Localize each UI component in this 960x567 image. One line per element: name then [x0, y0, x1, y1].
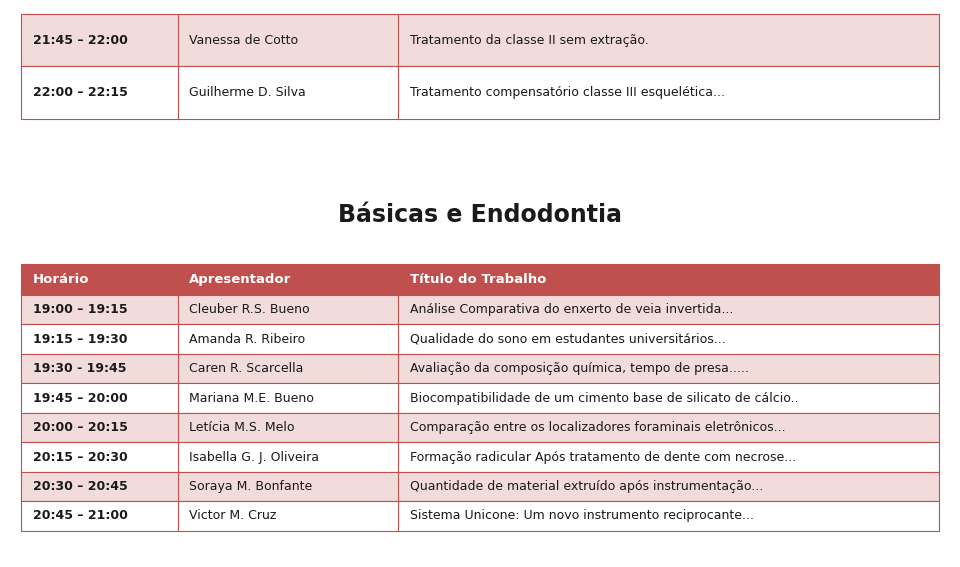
Text: Formação radicular Após tratamento de dente com necrose...: Formação radicular Após tratamento de de… [410, 451, 796, 463]
Bar [21, 354, 939, 383]
Text: 20:15 – 20:30: 20:15 – 20:30 [33, 451, 128, 463]
Bar [21, 383, 939, 413]
Text: Soraya M. Bonfante: Soraya M. Bonfante [189, 480, 312, 493]
Text: Título do Trabalho: Título do Trabalho [410, 273, 546, 286]
Text: Comparação entre os localizadores foraminais eletrônicos...: Comparação entre os localizadores forami… [410, 421, 785, 434]
Text: Tratamento da classe II sem extração.: Tratamento da classe II sem extração. [410, 34, 649, 46]
Text: Mariana M.E. Bueno: Mariana M.E. Bueno [189, 392, 314, 404]
Bar [21, 14, 939, 66]
Text: Apresentador: Apresentador [189, 273, 292, 286]
Text: 20:45 – 21:00: 20:45 – 21:00 [33, 510, 128, 522]
Text: Letícia M.S. Melo: Letícia M.S. Melo [189, 421, 295, 434]
Text: 19:30 - 19:45: 19:30 - 19:45 [33, 362, 126, 375]
Bar [21, 442, 939, 472]
Bar [21, 324, 939, 354]
Text: Horário: Horário [33, 273, 89, 286]
Text: Caren R. Scarcella: Caren R. Scarcella [189, 362, 303, 375]
Bar [21, 66, 939, 119]
Text: Amanda R. Ribeiro: Amanda R. Ribeiro [189, 333, 305, 345]
Text: Qualidade do sono em estudantes universitários...: Qualidade do sono em estudantes universi… [410, 333, 726, 345]
Text: Guilherme D. Silva: Guilherme D. Silva [189, 86, 306, 99]
Text: 21:45 – 22:00: 21:45 – 22:00 [33, 34, 128, 46]
Text: Biocompatibilidade de um cimento base de silicato de cálcio..: Biocompatibilidade de um cimento base de… [410, 392, 799, 404]
Text: 22:00 – 22:15: 22:00 – 22:15 [33, 86, 128, 99]
Text: Quantidade de material extruído após instrumentação...: Quantidade de material extruído após ins… [410, 480, 763, 493]
Text: 19:15 – 19:30: 19:15 – 19:30 [33, 333, 127, 345]
Text: Cleuber R.S. Bueno: Cleuber R.S. Bueno [189, 303, 310, 316]
Bar [21, 413, 939, 442]
Text: Vanessa de Cotto: Vanessa de Cotto [189, 34, 299, 46]
Bar [21, 295, 939, 324]
Bar [21, 501, 939, 531]
Text: Tratamento compensatório classe III esquelética...: Tratamento compensatório classe III esqu… [410, 86, 725, 99]
Text: 19:45 – 20:00: 19:45 – 20:00 [33, 392, 128, 404]
Text: 20:00 – 20:15: 20:00 – 20:15 [33, 421, 128, 434]
Text: Sistema Unicone: Um novo instrumento reciprocante...: Sistema Unicone: Um novo instrumento rec… [410, 510, 754, 522]
Text: Análise Comparativa do enxerto de veia invertida...: Análise Comparativa do enxerto de veia i… [410, 303, 733, 316]
Bar [21, 472, 939, 501]
Text: Avaliação da composição química, tempo de presa.....: Avaliação da composição química, tempo d… [410, 362, 749, 375]
Text: 20:30 – 20:45: 20:30 – 20:45 [33, 480, 128, 493]
Text: Victor M. Cruz: Victor M. Cruz [189, 510, 276, 522]
Text: Básicas e Endodontia: Básicas e Endodontia [338, 204, 622, 227]
Bar [21, 264, 939, 295]
Text: 19:00 – 19:15: 19:00 – 19:15 [33, 303, 128, 316]
Text: Isabella G. J. Oliveira: Isabella G. J. Oliveira [189, 451, 319, 463]
